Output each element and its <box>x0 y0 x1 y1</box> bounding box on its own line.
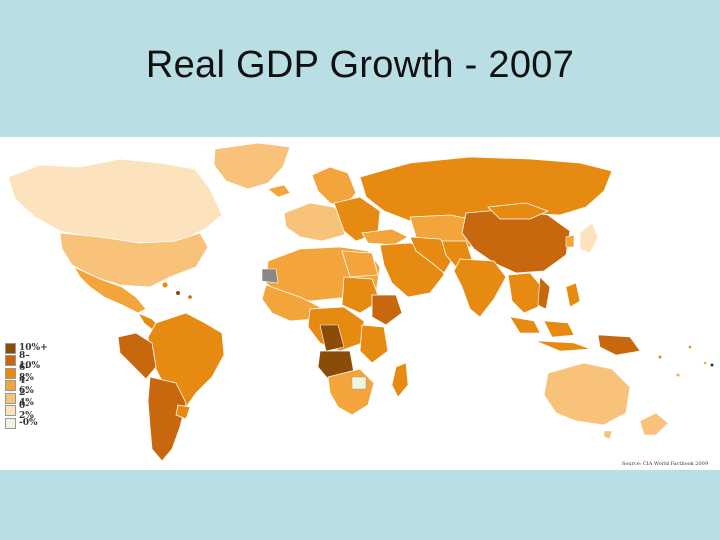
region-madagascar <box>391 362 409 398</box>
region-usa <box>59 232 209 288</box>
legend-label: 10%+ <box>19 343 48 354</box>
region-india <box>453 258 507 318</box>
legend-swatch <box>5 355 16 367</box>
region-ethiopia <box>371 294 403 326</box>
legend-swatch <box>5 380 16 392</box>
legend-swatch <box>5 342 16 354</box>
region-philippines <box>565 282 581 308</box>
region-western-sahara <box>261 268 279 284</box>
region-argentina <box>147 376 187 462</box>
region-caribbean-3 <box>188 295 192 299</box>
region-papua <box>597 334 641 356</box>
legend-label: 0-2% <box>19 400 34 421</box>
region-indonesia-2 <box>543 320 575 338</box>
legend-item: 6-8% <box>5 363 43 383</box>
legend-label: 2-4% <box>19 388 34 409</box>
region-pacific-4 <box>703 361 707 365</box>
region-pacific-5 <box>710 363 714 367</box>
region-sudan <box>341 276 381 314</box>
region-indonesia-3 <box>535 340 591 352</box>
region-west-africa <box>261 284 321 322</box>
legend-label: 8–10% <box>19 350 41 371</box>
region-tasmania <box>603 430 613 440</box>
region-uruguay <box>175 404 191 420</box>
region-iceland <box>267 184 291 198</box>
legend-item: -0% <box>5 417 43 430</box>
legend-swatch <box>5 417 16 429</box>
region-peru <box>117 332 157 380</box>
region-indonesia-1 <box>509 316 541 334</box>
region-southern-africa <box>327 368 375 416</box>
region-canada <box>7 158 223 244</box>
region-mongolia <box>487 202 550 220</box>
slide-title: Real GDP Growth - 2007 <box>145 44 575 86</box>
region-korea <box>565 234 575 248</box>
legend-item: 2-4% <box>5 388 43 408</box>
legend-item: 8–10% <box>5 351 43 371</box>
region-iran <box>409 236 455 274</box>
legend-label: 6-8% <box>19 363 34 384</box>
region-zimbabwe <box>351 376 367 390</box>
region-western-europe <box>283 202 349 242</box>
region-pacific-2 <box>676 373 680 377</box>
legend-swatch <box>5 405 16 417</box>
region-southeast-asia <box>507 272 543 314</box>
legend-item: 0-2% <box>5 401 43 421</box>
region-pacific-3 <box>688 345 692 349</box>
region-caribbean-2 <box>176 291 180 295</box>
region-greenland <box>213 142 291 190</box>
map-source-credit: Source: CIA World Factbook 2009 <box>621 461 708 467</box>
region-new-zealand <box>639 412 669 436</box>
region-russia <box>359 156 613 222</box>
region-pacific-1 <box>658 355 662 359</box>
legend-swatch <box>5 367 16 379</box>
region-east-africa <box>359 324 389 364</box>
region-congo <box>319 324 345 352</box>
region-vietnam <box>537 276 551 310</box>
map-legend: 10%+ 8–10% 6-8% 4-6% 2-4% 0-2% -0% <box>5 342 48 430</box>
region-egypt <box>341 250 379 278</box>
legend-swatch <box>5 392 16 404</box>
region-caribbean-1 <box>162 282 168 288</box>
legend-label: -0% <box>19 418 38 429</box>
region-australia <box>543 362 631 426</box>
legend-item: 4-6% <box>5 376 43 396</box>
legend-label: 4-6% <box>19 375 34 396</box>
region-turkey <box>361 228 409 246</box>
legend-item: 10%+ <box>5 342 48 355</box>
region-japan <box>579 222 599 254</box>
world-map <box>7 142 714 462</box>
world-map-panel: 10%+ 8–10% 6-8% 4-6% 2-4% 0-2% -0% Sourc… <box>0 137 720 470</box>
